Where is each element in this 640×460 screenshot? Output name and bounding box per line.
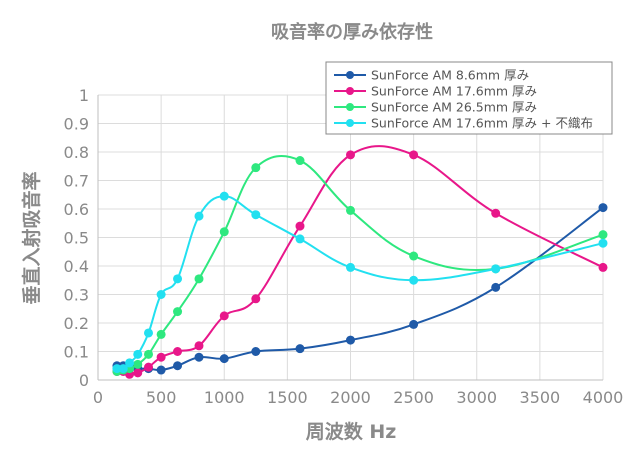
y-tick-label: 0.9	[64, 115, 89, 134]
data-point	[409, 251, 419, 261]
data-point	[598, 203, 608, 213]
data-point	[156, 352, 166, 362]
y-tick-label: 0.1	[64, 343, 89, 362]
legend-label: SunForce AM 8.6mm 厚み	[371, 68, 529, 83]
data-point	[156, 329, 166, 339]
data-point	[194, 352, 204, 362]
data-point	[346, 150, 355, 160]
data-point	[251, 347, 261, 356]
data-point	[598, 262, 608, 272]
x-tick-label: 1000	[204, 388, 245, 407]
data-point	[295, 344, 305, 354]
data-point	[409, 319, 419, 329]
data-point	[219, 227, 229, 237]
legend-label: SunForce AM 26.5mm 厚み	[371, 100, 537, 115]
data-point	[251, 163, 261, 173]
data-point	[118, 364, 128, 374]
legend-swatch-marker	[346, 87, 354, 95]
legend-label: SunForce AM 17.6mm 厚み	[371, 84, 537, 99]
data-point	[173, 361, 183, 371]
x-tick-label: 2500	[393, 388, 434, 407]
data-point	[409, 275, 419, 285]
data-point	[491, 208, 501, 218]
data-point	[409, 150, 419, 160]
y-tick-label: 0.4	[64, 257, 89, 276]
data-point	[133, 349, 143, 359]
legend-item: SunForce AM 8.6mm 厚み	[334, 68, 529, 83]
x-tick-label: 500	[146, 388, 177, 407]
data-point	[295, 156, 305, 166]
data-point	[295, 234, 305, 244]
y-tick-label: 0.6	[64, 200, 89, 219]
y-tick-label: 0	[79, 371, 89, 390]
data-point	[194, 341, 204, 351]
x-tick-label: 2000	[330, 388, 371, 407]
data-point	[144, 362, 153, 372]
data-point	[219, 354, 229, 364]
chart-title: 吸音率の厚み依存性	[271, 21, 433, 43]
data-point	[598, 238, 608, 248]
data-point	[133, 359, 143, 369]
x-tick-label: 1500	[267, 388, 308, 407]
data-point	[219, 311, 229, 321]
data-point	[144, 328, 153, 338]
data-point	[133, 368, 143, 378]
x-tick-label: 3000	[456, 388, 497, 407]
data-point	[346, 262, 355, 272]
legend-item: SunForce AM 26.5mm 厚み	[334, 100, 537, 115]
data-point	[194, 274, 204, 284]
data-point	[156, 290, 166, 299]
legend-box	[325, 61, 613, 135]
x-tick-label: 0	[93, 388, 103, 407]
legend-item: SunForce AM 17.6mm 厚み	[334, 84, 537, 99]
data-point	[194, 211, 204, 221]
data-point	[173, 347, 183, 356]
data-point	[173, 307, 183, 317]
data-point	[491, 264, 501, 274]
data-point	[491, 282, 501, 292]
series-4	[112, 191, 608, 374]
data-point	[173, 274, 183, 284]
y-tick-label: 0.3	[64, 286, 89, 305]
x-axis: 0 500 1000 1500 2000 2500 3000 3500 4000	[93, 379, 624, 407]
legend-swatch-marker	[346, 103, 354, 111]
x-tick-label: 4000	[583, 388, 624, 407]
legend-swatch-marker	[346, 119, 354, 127]
data-point	[125, 358, 135, 368]
y-axis: 0 0.1 0.2 0.3 0.4 0.5 0.6 0.7 0.8 0.9 1	[64, 86, 99, 390]
data-point	[346, 205, 355, 215]
data-point	[598, 230, 608, 240]
y-tick-label: 0.5	[64, 229, 89, 248]
y-tick-label: 0.2	[64, 314, 89, 333]
y-tick-label: 1	[79, 86, 89, 105]
series-layer	[112, 145, 608, 379]
y-tick-label: 0.7	[64, 172, 89, 191]
legend-item: SunForce AM 17.6mm 厚み + 不織布	[334, 116, 593, 131]
data-point	[251, 294, 261, 304]
data-point	[144, 349, 153, 359]
data-point	[346, 335, 355, 345]
data-point	[112, 364, 122, 374]
data-point	[219, 191, 229, 201]
series-line	[116, 195, 604, 371]
y-axis-title: 垂直入射吸音率	[20, 171, 43, 304]
data-point	[156, 365, 166, 375]
x-axis-title: 周波数 Hz	[306, 420, 397, 443]
data-point	[251, 210, 261, 220]
legend-swatch-marker	[346, 71, 354, 79]
x-tick-label: 3500	[520, 388, 561, 407]
data-point	[295, 221, 305, 231]
y-tick-label: 0.8	[64, 143, 89, 162]
series-1	[112, 203, 608, 375]
legend-label: SunForce AM 17.6mm 厚み + 不織布	[371, 116, 593, 131]
